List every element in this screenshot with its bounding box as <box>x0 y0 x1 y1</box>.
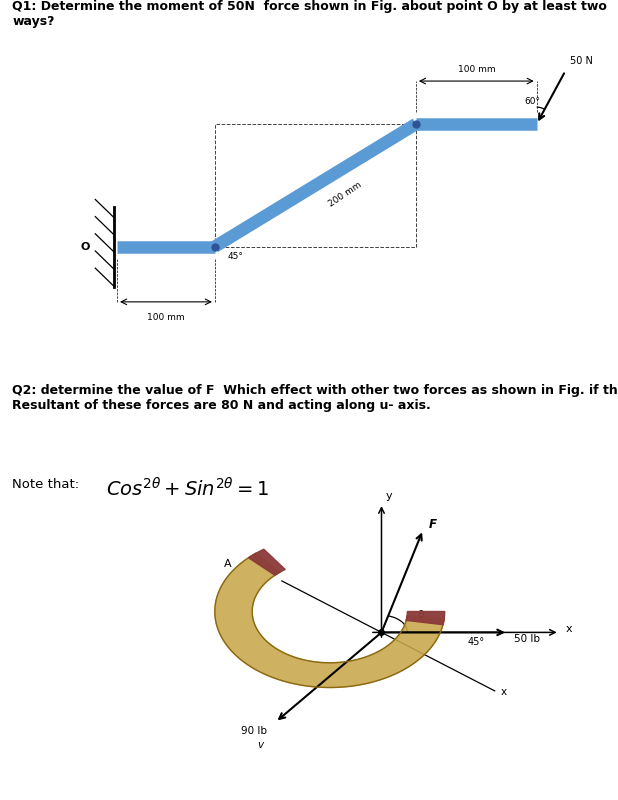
Polygon shape <box>248 550 286 575</box>
Text: 50 N: 50 N <box>570 56 593 66</box>
Polygon shape <box>215 554 444 687</box>
Text: A: A <box>224 559 231 570</box>
Text: θ: θ <box>417 610 423 620</box>
Text: 60°: 60° <box>524 98 540 106</box>
Text: x: x <box>565 624 572 634</box>
Text: $Cos^{2\theta} + Sin^{2\theta} = 1$: $Cos^{2\theta} + Sin^{2\theta} = 1$ <box>106 478 269 501</box>
Text: 45°: 45° <box>468 637 485 646</box>
Text: v: v <box>258 740 264 750</box>
Text: 100 mm: 100 mm <box>457 65 495 74</box>
Polygon shape <box>406 611 445 625</box>
Text: 100 mm: 100 mm <box>147 313 185 322</box>
Text: 200 mm: 200 mm <box>327 180 363 209</box>
Text: 45°: 45° <box>227 252 243 261</box>
Text: 90 lb: 90 lb <box>241 726 267 736</box>
Text: F: F <box>429 518 437 530</box>
Text: 50 lb: 50 lb <box>514 634 540 644</box>
Text: Note that:: Note that: <box>12 478 83 490</box>
Text: O: O <box>81 242 90 252</box>
Text: Q1: Determine the moment of 50N  force shown in Fig. about point O by at least t: Q1: Determine the moment of 50N force sh… <box>12 0 607 28</box>
Text: Q2: determine the value of F  Which effect with other two forces as shown in Fig: Q2: determine the value of F Which effec… <box>12 384 618 412</box>
Text: y: y <box>386 491 392 502</box>
Text: x: x <box>501 686 507 697</box>
